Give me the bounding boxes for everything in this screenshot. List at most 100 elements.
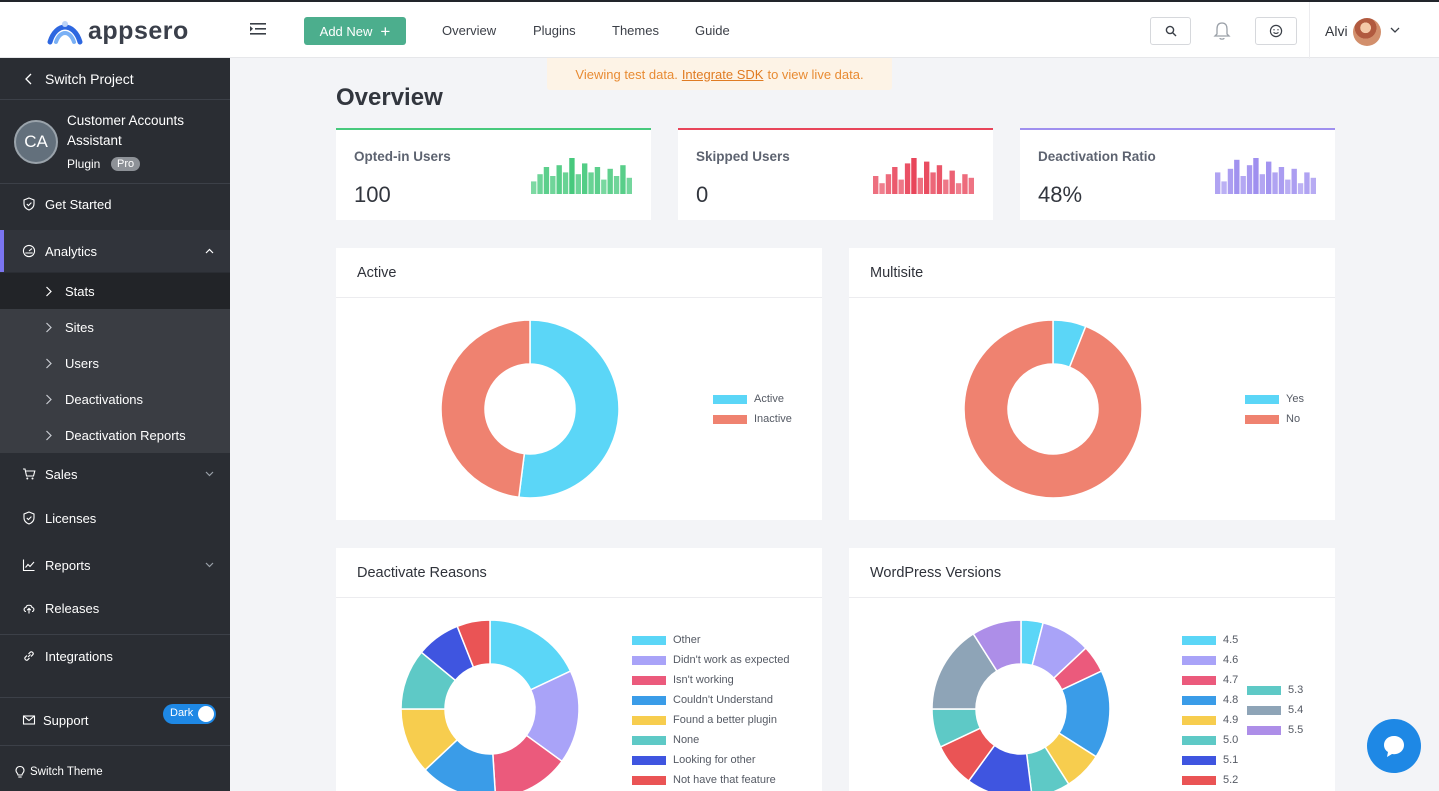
donut-slice-no[interactable]: [963, 319, 1143, 499]
page-title: Overview: [336, 84, 443, 111]
legend-item[interactable]: Other: [632, 634, 701, 646]
nav-themes[interactable]: Themes: [612, 23, 659, 38]
legend-item[interactable]: Found a better plugin: [632, 714, 777, 726]
sidebar-item-licenses[interactable]: Licenses: [0, 498, 230, 538]
integrate-sdk-link[interactable]: Integrate SDK: [681, 66, 764, 82]
sidebar-item-stats[interactable]: Stats: [0, 273, 230, 309]
switch-project-label: Switch Project: [45, 71, 134, 87]
sparkline-bar: [968, 177, 974, 194]
legend-item[interactable]: 4.5: [1182, 634, 1238, 646]
user-name[interactable]: Alvi: [1325, 23, 1348, 39]
legend-item[interactable]: Isn't working: [632, 674, 734, 686]
legend-swatch: [1182, 635, 1216, 645]
legend-item[interactable]: Yes: [1245, 393, 1304, 405]
feedback-button[interactable]: [1255, 17, 1297, 45]
line-chart-icon: [22, 559, 35, 572]
sidebar-item-get-started[interactable]: Get Started: [0, 184, 230, 224]
legend-item[interactable]: 5.4: [1247, 704, 1303, 716]
panel-multisite: Multisite Yes No: [849, 248, 1335, 520]
sparkline-bar: [556, 165, 562, 194]
sparkline-bar: [1259, 174, 1265, 194]
switch-theme-row: Switch Theme: [0, 757, 230, 787]
legend-item[interactable]: Looking for other: [632, 754, 756, 766]
sidebar-item-users[interactable]: Users: [0, 345, 230, 381]
nav-guide[interactable]: Guide: [695, 23, 730, 38]
legend-item[interactable]: Couldn't Understand: [632, 694, 773, 706]
legend-label: Not have that feature: [673, 774, 776, 786]
sparkline-bar: [582, 163, 588, 194]
donut-slice-inactive[interactable]: [440, 319, 531, 499]
donut-slice-5-5[interactable]: [972, 619, 1022, 673]
sidebar-item-deactivation-reports[interactable]: Deactivation Reports: [0, 417, 230, 453]
legend-item[interactable]: 5.5: [1247, 724, 1303, 736]
sidebar-item-analytics[interactable]: Analytics: [0, 230, 230, 272]
sparkline-bar: [601, 179, 607, 194]
sidebar-divider: [0, 99, 230, 100]
sidebar-item-support[interactable]: Support: [0, 699, 230, 741]
legend-item[interactable]: Not have that feature: [632, 774, 776, 786]
appsero-logo[interactable]: appsero: [46, 16, 189, 46]
chevron-down-icon[interactable]: [1390, 27, 1400, 34]
sparkline-bar: [955, 183, 962, 194]
legend-item[interactable]: 5.1: [1182, 754, 1238, 766]
legend-swatch: [632, 735, 666, 745]
sparkline-bar: [569, 158, 575, 194]
legend-item[interactable]: 4.6: [1182, 654, 1238, 666]
sidebar-item-label: Deactivation Reports: [65, 427, 186, 443]
chat-button[interactable]: [1367, 719, 1421, 773]
sparkline-bar: [962, 174, 968, 194]
sparkline-bar: [1310, 177, 1316, 194]
legend-item[interactable]: No: [1245, 413, 1300, 425]
project-type: Plugin: [67, 157, 101, 171]
switch-project-button[interactable]: Switch Project: [0, 58, 230, 100]
sparkline-bar: [1266, 161, 1272, 194]
gauge-icon: [22, 244, 36, 258]
legend-swatch: [1245, 414, 1279, 424]
legend-item[interactable]: Active: [713, 393, 784, 405]
logo-text: appsero: [88, 16, 189, 45]
collapse-menu-icon[interactable]: [250, 22, 266, 36]
bell-icon[interactable]: [1213, 21, 1231, 41]
donut-slice-isn-t-working[interactable]: [492, 734, 564, 791]
legend-item[interactable]: 4.7: [1182, 674, 1238, 686]
chevron-right-icon: [46, 358, 52, 368]
sidebar-divider: [0, 634, 230, 635]
sparkline-bar: [885, 174, 892, 194]
legend-swatch: [632, 635, 666, 645]
legend-swatch: [713, 394, 747, 404]
legend-item[interactable]: 5.0: [1182, 734, 1238, 746]
sidebar-item-label: Get Started: [45, 196, 112, 212]
legend-swatch: [1182, 755, 1216, 765]
sparkline-bar: [1291, 168, 1297, 194]
nav-overview[interactable]: Overview: [442, 23, 497, 38]
legend-swatch: [713, 414, 747, 424]
sidebar-item-label: Integrations: [45, 648, 113, 664]
legend-item[interactable]: 4.8: [1182, 694, 1238, 706]
legend-item[interactable]: 5.3: [1247, 684, 1303, 696]
sidebar-item-label: Analytics: [45, 243, 98, 259]
user-divider: [1309, 2, 1310, 59]
theme-toggle[interactable]: Dark: [163, 704, 216, 724]
sidebar-item-deactivations[interactable]: Deactivations: [0, 381, 230, 417]
user-avatar[interactable]: [1353, 18, 1381, 46]
search-button[interactable]: [1150, 17, 1191, 45]
sparkline-bar: [1215, 172, 1221, 194]
legend-item[interactable]: Didn't work as expected: [632, 654, 789, 666]
legend-item[interactable]: None: [632, 734, 699, 746]
chat-bubble-icon: [1384, 736, 1404, 757]
add-new-button[interactable]: Add New +: [304, 17, 406, 45]
sidebar-item-sites[interactable]: Sites: [0, 309, 230, 345]
legend-item[interactable]: Inactive: [713, 413, 792, 425]
donut-slice-active[interactable]: [518, 319, 620, 499]
legend-item[interactable]: 4.9: [1182, 714, 1238, 726]
panel-divider: [336, 297, 822, 298]
nav-plugins[interactable]: Plugins: [533, 23, 576, 38]
sidebar-item-releases[interactable]: Releases: [0, 588, 230, 628]
sidebar-item-sales[interactable]: Sales: [0, 454, 230, 494]
sidebar-item-reports[interactable]: Reports: [0, 545, 230, 585]
donut-slice-not-have-that-feature[interactable]: [456, 619, 491, 669]
sidebar-item-label: Support: [43, 712, 89, 728]
sidebar-item-integrations[interactable]: Integrations: [0, 636, 230, 676]
donut-chart-deactivate-reasons: [400, 619, 580, 791]
legend-item[interactable]: 5.2: [1182, 774, 1238, 786]
